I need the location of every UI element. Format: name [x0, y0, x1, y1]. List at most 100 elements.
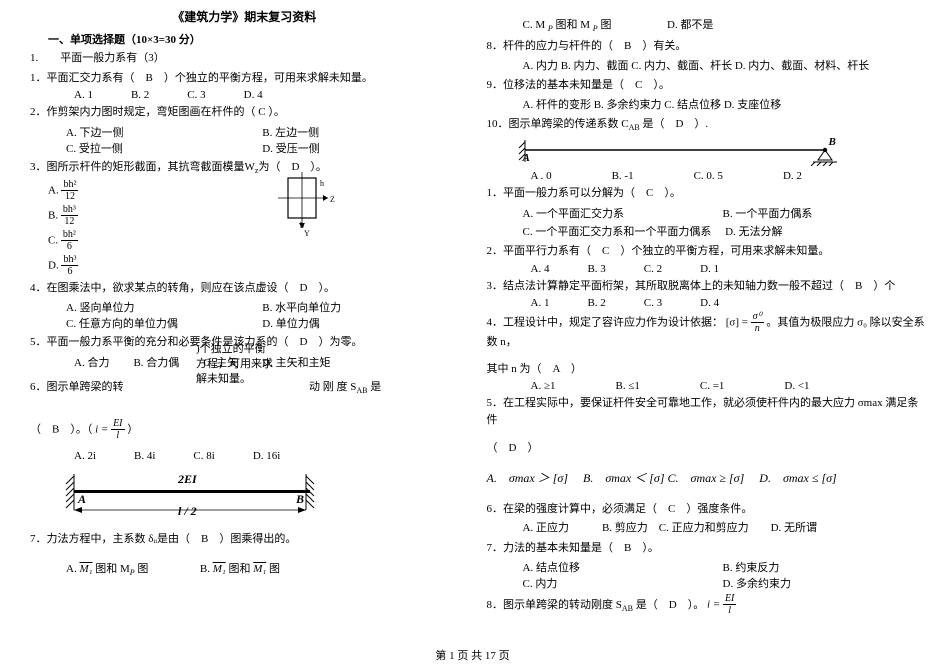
- svg-text:Y: Y: [304, 229, 310, 238]
- q3-opt-b: B. bh³12: [30, 205, 459, 227]
- q2-text: 2．作剪架内力图时规定，弯矩图画在杆件的（ C ）。: [30, 104, 459, 121]
- q6-line2: （ B ）。（ i = EIl ）: [30, 419, 459, 441]
- r4-cond: 其中 n 为（ A ）: [487, 361, 926, 378]
- r4-options: A. ≥1 B. ≤1 C. =1 D. <1: [531, 380, 926, 392]
- q1-opt-c: C. 3: [187, 89, 205, 101]
- q10-opt-c: C. 0. 5: [694, 170, 723, 182]
- svg-text:Z: Z: [330, 195, 335, 204]
- q1-text: 1．平面汇交力系有（ B ）个独立的平衡方程，可用来求解未知量。: [30, 70, 459, 87]
- r5-options: A. σmax ＞ [σ] B. σmax ＜ [σ] C. σmax ≥ [σ…: [487, 469, 926, 487]
- q2-opt-a: A. 下边一侧: [66, 124, 262, 140]
- r2-opt-d: D. 1: [700, 263, 719, 275]
- r6-text: 6．在梁的强度计算中，必须满足（ C ）强度条件。: [487, 501, 926, 518]
- r3-opt-c: C. 3: [644, 297, 662, 309]
- q10-opt-b: B. -1: [612, 170, 634, 182]
- q1-options: A. 1 B. 2 C. 3 D. 4: [74, 89, 459, 101]
- r4-opt-c: C. =1: [700, 380, 725, 392]
- r1-opt-a: A. 一个平面汇交力系: [523, 205, 723, 221]
- q5-opt-a: A. 合力: [74, 354, 109, 370]
- r8-text: 8．图示单跨梁的转动刚度 SAB 是（ D ）。 i = EIl: [487, 594, 926, 616]
- q3-opt-c: C. bh²6: [30, 230, 459, 252]
- q1-opt-d: D. 4: [244, 89, 263, 101]
- q8-options: A. 内力 B. 内力、截面 C. 内力、截面、杆长 D. 内力、截面、材料、杆…: [487, 58, 926, 75]
- q3-opt-d: D. bh³6: [30, 255, 459, 277]
- q2-opts-row2: C. 受拉一侧 D. 受压一侧: [30, 140, 459, 156]
- r7-row2: C. 内力 D. 多余约束力: [487, 575, 926, 591]
- r2-text: 2．平面平行力系有（ C ）个独立的平衡方程，可用来求解未知量。: [487, 243, 926, 260]
- page-left-column: 《建筑力学》期末复习资料 一、单项选择题（10×3=30 分） 1. 平面一般力…: [0, 0, 473, 669]
- q7-text: 7．力法方程中，主系数 δᵢᵢ是由（ B ）图乘得出的。: [30, 531, 459, 548]
- r6-options: A. 正应力 B. 剪应力 C. 正应力和剪应力 D. 无所谓: [487, 520, 926, 537]
- r5-opt-c: C. σmax ≥ [σ]: [668, 471, 745, 485]
- r1-text: 1．平面一般力系可以分解为（ C ）。: [487, 185, 926, 202]
- q6-opt-d: D. 16i: [253, 450, 281, 462]
- r4-text: 4．工程设计中，规定了容许应力作为设计依据： [σ] = σ⁰n 。其值为极限应…: [487, 312, 926, 351]
- page-right-column: C. M P 图和 M P 图 D. 都不是 8．杆件的应力与杆件的（ B ）有…: [473, 0, 945, 669]
- q4-opt-b: B. 水平向单位力: [262, 299, 458, 315]
- r7-row1: A. 结点位移 B. 约束反力: [487, 559, 926, 575]
- q9-text: 9．位移法的基本未知量是（ C ）。: [487, 77, 926, 94]
- q6-opt-c: C. 8i: [193, 450, 214, 462]
- svg-text:h: h: [320, 179, 324, 188]
- q7-options-ab: A. M₁ 图和 MP 图 B. M₁ 图和 M₁ 图: [30, 561, 459, 579]
- page-footer: 第 1 页 共 17 页: [0, 647, 945, 663]
- r2-opt-b: B. 3: [587, 263, 605, 275]
- float-text: )个独立的平衡 方程，可用来求 解未知量。: [196, 342, 316, 387]
- q6-opt-b: B. 4i: [134, 450, 155, 462]
- q9-options: A. 杆件的变形 B. 多余约束力 C. 结点位移 D. 支座位移: [487, 97, 926, 114]
- r5-opt-b: B. σmax ＜ [σ]: [583, 471, 665, 485]
- cross-section-figure: Z Y h b: [270, 172, 340, 242]
- r5-opt-d: D. σmax ≤ [σ]: [759, 471, 836, 485]
- r1-row1: A. 一个平面汇交力系 B. 一个平面力偶系: [487, 205, 926, 221]
- r1-row2: C. 一个平面汇交力系和一个平面力偶系 D. 无法分解: [487, 224, 926, 241]
- r3-opt-b: B. 2: [587, 297, 605, 309]
- q10-options: A . 0 B. -1 C. 0. 5 D. 2: [531, 170, 926, 182]
- r7-opt-a: A. 结点位移: [523, 559, 723, 575]
- r1-opt-b: B. 一个平面力偶系: [723, 205, 923, 221]
- r7-opt-d: D. 多余约束力: [723, 575, 923, 591]
- q2-opts-row1: A. 下边一侧 B. 左边一侧: [30, 124, 459, 140]
- r7-text: 7．力法的基本未知量是（ B ）。: [487, 540, 926, 557]
- q7-options-cd: C. M P 图和 M P 图 D. 都不是: [487, 17, 926, 35]
- q4-opt-a: A. 竖向单位力: [66, 299, 262, 315]
- q4-opt-d: D. 单位力偶: [262, 315, 458, 331]
- r4-opt-a: A. ≥1: [531, 380, 556, 392]
- r3-text: 3．结点法计算静定平面桁架，其所取脱离体上的未知轴力数一般不超过（ B ）个: [487, 278, 926, 295]
- q5-opt-b: B. 合力偶: [133, 354, 179, 370]
- q2-opt-c: C. 受拉一侧: [66, 140, 262, 156]
- q10-opt-a: A . 0: [531, 170, 552, 182]
- q2-opt-d: D. 受压一侧: [262, 140, 458, 156]
- r2-options: A. 4 B. 3 C. 2 D. 1: [531, 263, 926, 275]
- r5-answer: （ D ）: [487, 440, 926, 457]
- q4-row2: C. 任意方向的单位力偶 D. 单位力偶: [30, 315, 459, 331]
- r3-opt-a: A. 1: [531, 297, 550, 309]
- r1-opt-d: D. 无法分解: [725, 226, 782, 238]
- q3-text: 3．图所示杆件的矩形截面，其抗弯截面模量Wz为（ D ）。: [30, 159, 459, 177]
- r5-text: 5．在工程实际中，要保证杆件安全可靠地工作，就必须使杆件内的最大应力 σmax …: [487, 395, 926, 428]
- r7-opt-c: C. 内力: [523, 575, 723, 591]
- q8-text: 8．杆件的应力与杆件的（ B ）有关。: [487, 38, 926, 55]
- q6-options: A. 2i B. 4i C. 8i D. 16i: [74, 450, 459, 462]
- section-heading: 一、单项选择题（10×3=30 分）: [30, 31, 459, 47]
- r7-opt-b: B. 约束反力: [723, 559, 923, 575]
- ab-beam-figure: A B: [517, 138, 837, 166]
- q1-opt-b: B. 2: [131, 89, 149, 101]
- q1-intro: 1. 平面一般力系有（3）: [30, 50, 459, 67]
- r4-opt-b: B. ≤1: [615, 380, 639, 392]
- r3-opt-d: D. 4: [700, 297, 719, 309]
- q3-opt-a: A. bh²12: [30, 180, 459, 202]
- r5-opt-a: A. σmax ＞ [σ]: [487, 471, 569, 485]
- q4-row1: A. 竖向单位力 B. 水平向单位力: [30, 299, 459, 315]
- doc-title: 《建筑力学》期末复习资料: [30, 8, 459, 25]
- q2-opt-b: B. 左边一侧: [262, 124, 458, 140]
- r4-opt-d: D. <1: [784, 380, 809, 392]
- q10-text: 10．图示单跨梁的传递系数 CAB 是（ D ）.: [487, 116, 926, 134]
- r1-opt-c: C. 一个平面汇交力系和一个平面力偶系: [523, 226, 712, 238]
- q4-text: 4．在图乘法中，欲求某点的转角，则应在该点虚设（ D ）。: [30, 280, 459, 297]
- beam-2ei-figure: 2EI A B l / 2: [60, 468, 320, 518]
- q1-opt-a: A. 1: [74, 89, 93, 101]
- q4-opt-c: C. 任意方向的单位力偶: [66, 315, 262, 331]
- r3-options: A. 1 B. 2 C. 3 D. 4: [531, 297, 926, 309]
- q10-opt-d: D. 2: [783, 170, 802, 182]
- q6-opt-a: A. 2i: [74, 450, 96, 462]
